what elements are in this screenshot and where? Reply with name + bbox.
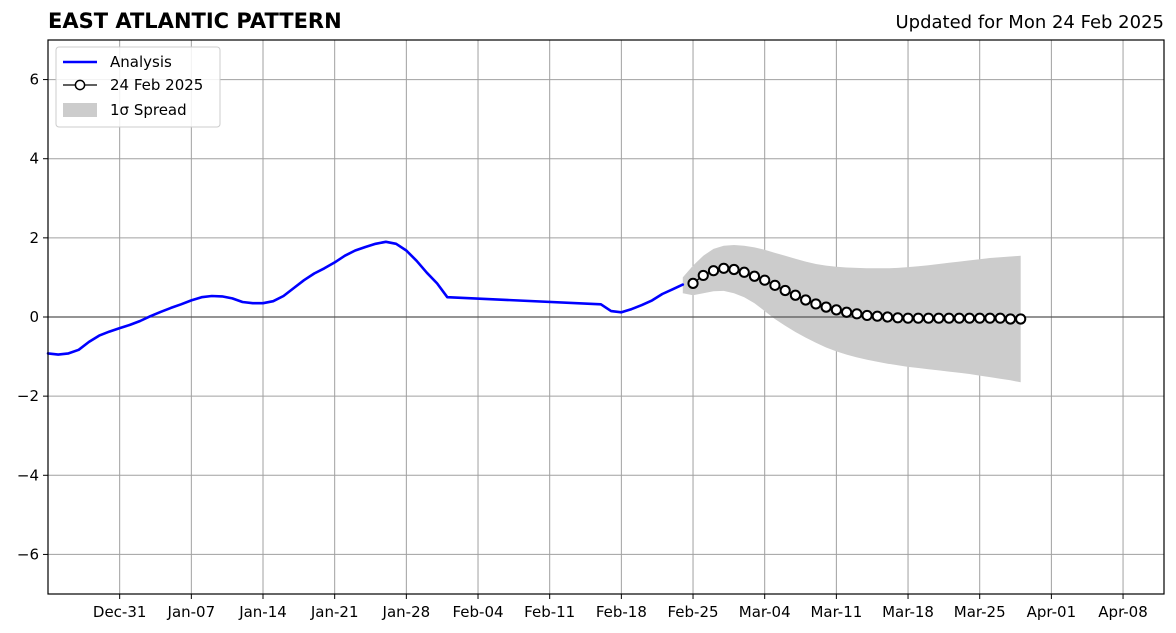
forecast-marker <box>881 311 894 323</box>
x-tick-label: Jan-28 <box>382 603 431 621</box>
forecast-marker <box>861 309 873 322</box>
forecast-marker <box>943 312 955 324</box>
forecast-marker <box>738 266 750 278</box>
legend-label: 24 Feb 2025 <box>110 76 203 94</box>
forecast-marker <box>759 274 771 286</box>
forecast-marker <box>851 308 863 320</box>
forecast-marker <box>707 265 720 277</box>
forecast-marker <box>810 298 822 310</box>
axis-layer: Dec-31 Jan-07 Jan-14 Jan-21 Jan-28 Feb-04 Feb-… <box>17 39 1165 621</box>
x-tick-label: Jan-07 <box>167 603 216 621</box>
forecast-marker <box>1015 313 1027 325</box>
forecast-marker <box>800 294 812 306</box>
y-tick-label: −4 <box>17 466 39 484</box>
y-tick-label: 6 <box>29 71 39 89</box>
forecast-marker <box>718 262 730 274</box>
forecast-marker <box>830 304 842 316</box>
y-tick-label: 0 <box>29 308 39 326</box>
forecast-layer <box>687 262 1027 325</box>
x-tick-label: Apr-01 <box>1027 603 1077 621</box>
chart-update-date: Updated for Mon 24 Feb 2025 <box>895 12 1164 33</box>
forecast-marker <box>841 306 853 318</box>
forecast-marker <box>984 312 996 324</box>
chart-title: EAST ATLANTIC PATTERN <box>48 9 342 33</box>
legend-forecast-marker <box>74 79 86 91</box>
analysis-line <box>46 240 685 356</box>
y-tick-label: 2 <box>29 229 39 247</box>
forecast-marker <box>820 301 832 313</box>
forecast-marker <box>933 312 945 324</box>
x-tick-label: Jan-21 <box>310 603 359 621</box>
x-tick-label: Feb-25 <box>667 603 718 621</box>
forecast-marker <box>789 289 802 301</box>
forecast-marker <box>994 312 1006 324</box>
forecast-marker <box>963 312 976 324</box>
forecast-marker <box>687 277 699 289</box>
x-tick-label: Feb-04 <box>452 603 503 621</box>
forecast-marker <box>912 312 924 324</box>
legend: Analysis 24 Feb 2025 1σ Spread <box>55 46 221 128</box>
forecast-marker <box>902 312 914 324</box>
x-tick-label: Apr-08 <box>1098 603 1148 621</box>
forecast-marker <box>974 312 986 324</box>
x-tick-label: Mar-18 <box>882 603 934 621</box>
forecast-marker <box>1004 313 1017 325</box>
x-tick-label: Feb-11 <box>524 603 575 621</box>
forecast-marker <box>728 263 740 276</box>
forecast-marker <box>779 284 791 297</box>
analysis-layer <box>46 240 685 356</box>
x-tick-label: Mar-25 <box>954 603 1006 621</box>
legend-label: 1σ Spread <box>110 101 187 119</box>
x-tick-label: Dec-31 <box>93 603 147 621</box>
y-tick-label: 4 <box>29 150 39 168</box>
y-tick-label: −6 <box>17 545 39 563</box>
legend-label: Analysis <box>110 53 172 71</box>
y-tick-label: −2 <box>17 387 39 405</box>
forecast-marker <box>697 269 709 282</box>
forecast-marker <box>953 312 965 324</box>
forecast-marker <box>892 312 904 324</box>
forecast-marker <box>769 279 781 291</box>
forecast-marker <box>922 312 935 324</box>
legend-spread-swatch <box>63 103 97 117</box>
forecast-marker <box>871 310 883 322</box>
x-tick-label: Jan-14 <box>238 603 287 621</box>
forecast-marker <box>748 270 761 282</box>
x-tick-label: Mar-04 <box>739 603 791 621</box>
x-tick-label: Mar-11 <box>810 603 862 621</box>
x-tick-label: Feb-18 <box>596 603 647 621</box>
